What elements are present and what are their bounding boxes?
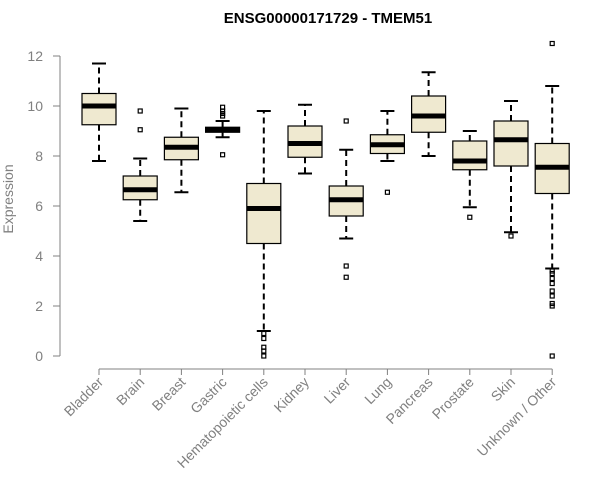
outlier-brain-1 xyxy=(137,108,143,114)
outlier-liver-2 xyxy=(343,118,349,124)
category-label-lung: Lung xyxy=(361,374,394,407)
outlier-gastric-0 xyxy=(220,152,226,158)
outlier-lung-0 xyxy=(384,189,390,195)
outlier-unknown-other-8 xyxy=(549,268,555,274)
outlier-unknown-other-3 xyxy=(549,293,555,299)
box-bladder xyxy=(81,62,117,162)
outlier-unknown-other-0 xyxy=(549,353,555,359)
y-axis-label: Expression xyxy=(0,164,16,233)
outlier-unknown-other-4 xyxy=(549,288,555,294)
chart-title: ENSG00000171729 - TMEM51 xyxy=(224,10,432,27)
box-gastric xyxy=(205,104,241,158)
box-liver xyxy=(328,118,364,280)
category-label-skin: Skin xyxy=(488,374,519,405)
box-skin xyxy=(493,100,529,239)
outlier-hematopoietic-cells-0 xyxy=(261,353,267,359)
box-brain xyxy=(122,108,158,222)
category-label-breast: Breast xyxy=(149,374,189,414)
outlier-brain-0 xyxy=(137,127,143,133)
outlier-unknown-other-2 xyxy=(549,300,555,307)
outlier-gastric-4 xyxy=(220,104,226,110)
outlier-unknown-other-5 xyxy=(549,280,555,287)
iqr-box-bladder xyxy=(81,92,117,126)
box-hematopoietic-cells xyxy=(246,110,282,359)
outlier-prostate-0 xyxy=(467,214,473,220)
y-tick-label-0: 0 xyxy=(35,348,43,364)
iqr-box-skin xyxy=(493,120,529,167)
y-tick-label-2: 2 xyxy=(35,298,43,314)
category-label-brain: Brain xyxy=(113,374,147,408)
iqr-box-prostate xyxy=(452,140,488,171)
outlier-hematopoietic-cells-3 xyxy=(261,335,267,342)
category-label-bladder: Bladder xyxy=(61,374,107,420)
category-label-prostate: Prostate xyxy=(429,374,477,422)
category-label-kidney: Kidney xyxy=(271,374,313,416)
y-tick-label-4: 4 xyxy=(35,248,43,264)
outlier-hematopoietic-cells-2 xyxy=(261,344,267,350)
boxes xyxy=(81,40,570,359)
outlier-liver-1 xyxy=(343,263,349,269)
outlier-skin-0 xyxy=(508,233,514,239)
box-prostate xyxy=(452,130,488,220)
box-lung xyxy=(369,110,405,195)
category-label-liver: Liver xyxy=(321,374,354,407)
box-unknown-other xyxy=(534,40,570,359)
outlier-unknown-other-9 xyxy=(549,40,555,47)
box-breast xyxy=(163,107,199,194)
box-pancreas xyxy=(411,71,447,157)
y-tick-label-10: 10 xyxy=(27,98,43,114)
outlier-unknown-other-6 xyxy=(549,275,555,282)
y-tick-label-6: 6 xyxy=(35,198,43,214)
y-axis-ticks: 0 2 4 6 8 10 12 xyxy=(27,48,60,364)
outlier-hematopoietic-cells-4 xyxy=(261,330,267,337)
y-tick-label-8: 8 xyxy=(35,148,43,164)
outlier-liver-0 xyxy=(343,274,349,280)
box-kidney xyxy=(287,103,323,175)
iqr-box-hematopoietic-cells xyxy=(246,182,282,245)
y-tick-label-12: 12 xyxy=(27,48,43,64)
